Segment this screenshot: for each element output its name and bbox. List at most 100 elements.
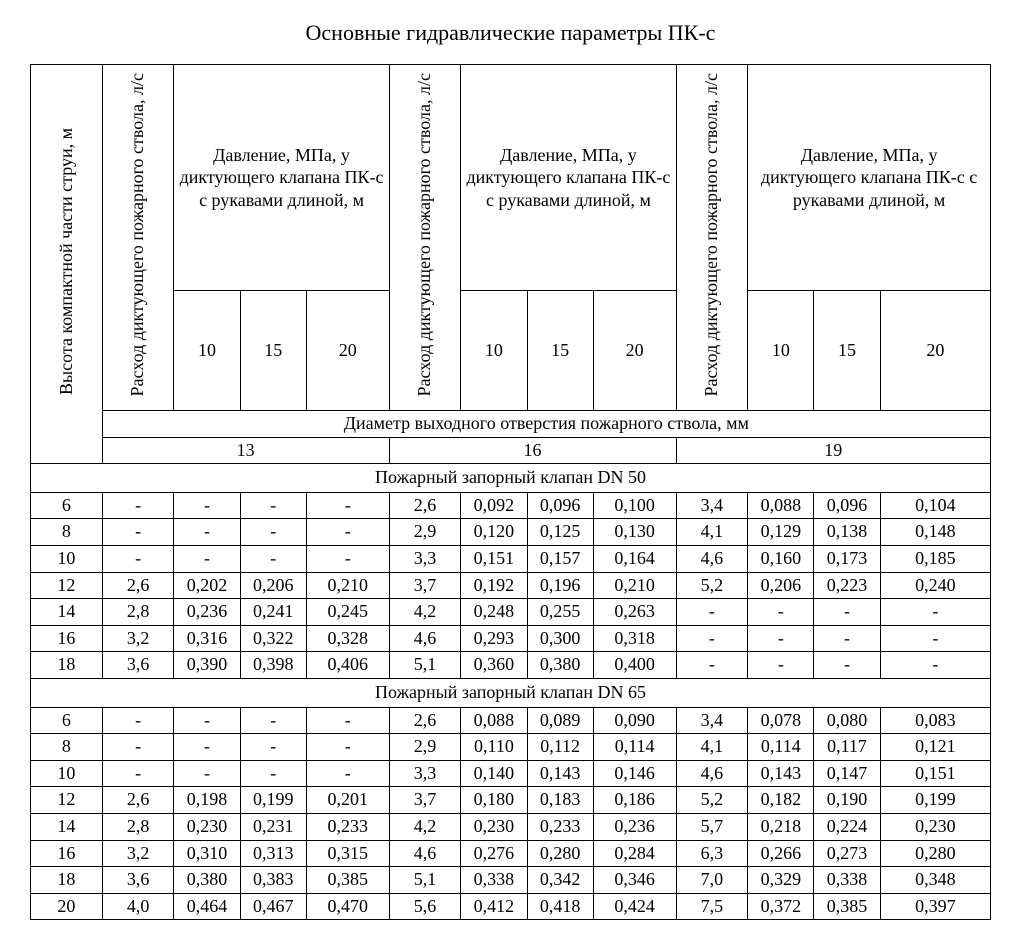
cell: 4,6 (676, 546, 748, 573)
col-header-pressure-1: Давление, МПа, у диктующего клапана ПК-с… (174, 65, 389, 291)
cell: 0,346 (593, 867, 676, 894)
cell: 0,183 (527, 787, 593, 814)
cell: 4,6 (676, 760, 748, 787)
cell: 6 (31, 707, 103, 734)
cell: 0,092 (461, 492, 527, 519)
cell: 0,130 (593, 519, 676, 546)
cell: 0,280 (527, 840, 593, 867)
cell: - (814, 625, 880, 652)
cell: 0,380 (527, 652, 593, 679)
col-len20-1: 20 (306, 291, 389, 411)
cell: 20 (31, 893, 103, 920)
cell: - (102, 734, 174, 761)
cell: - (102, 519, 174, 546)
cell: 0,210 (593, 572, 676, 599)
cell: 0,322 (240, 625, 306, 652)
table-row: 183,60,3900,3980,4065,10,3600,3800,400--… (31, 652, 991, 679)
cell: 0,266 (748, 840, 814, 867)
cell: 0,300 (527, 625, 593, 652)
col-len10-1: 10 (174, 291, 240, 411)
cell: 0,470 (306, 893, 389, 920)
cell: - (240, 734, 306, 761)
cell: 0,088 (748, 492, 814, 519)
cell: 0,129 (748, 519, 814, 546)
cell: 0,089 (527, 707, 593, 734)
cell: - (880, 599, 990, 626)
cell: - (880, 652, 990, 679)
cell: 0,201 (306, 787, 389, 814)
col-header-flow-2: Расход диктующего пожарного ствола, л/с (389, 65, 461, 411)
cell: 0,400 (593, 652, 676, 679)
cell: - (306, 707, 389, 734)
cell: 14 (31, 599, 103, 626)
cell: 3,2 (102, 625, 174, 652)
cell: 14 (31, 813, 103, 840)
cell: 0,412 (461, 893, 527, 920)
cell: 0,202 (174, 572, 240, 599)
cell: 5,2 (676, 572, 748, 599)
cell: 0,230 (174, 813, 240, 840)
cell: 18 (31, 867, 103, 894)
cell: 0,210 (306, 572, 389, 599)
col-len15-2: 15 (527, 291, 593, 411)
cell: 0,199 (880, 787, 990, 814)
cell: 4,2 (389, 813, 461, 840)
cell: 0,276 (461, 840, 527, 867)
cell: - (306, 492, 389, 519)
cell: 0,157 (527, 546, 593, 573)
cell: 3,3 (389, 546, 461, 573)
cell: 0,096 (814, 492, 880, 519)
cell: 7,0 (676, 867, 748, 894)
col-len15-1: 15 (240, 291, 306, 411)
cell: - (748, 599, 814, 626)
cell: 0,198 (174, 787, 240, 814)
table-row: 204,00,4640,4670,4705,60,4120,4180,4247,… (31, 893, 991, 920)
col-len10-3: 10 (748, 291, 814, 411)
cell: 0,096 (527, 492, 593, 519)
cell: - (102, 707, 174, 734)
cell: - (240, 546, 306, 573)
cell: 0,112 (527, 734, 593, 761)
cell: 0,143 (527, 760, 593, 787)
table-row: 6----2,60,0880,0890,0903,40,0780,0800,08… (31, 707, 991, 734)
cell: 3,7 (389, 572, 461, 599)
cell: 0,151 (461, 546, 527, 573)
cell: 0,090 (593, 707, 676, 734)
table-row: 122,60,1980,1990,2013,70,1800,1830,1865,… (31, 787, 991, 814)
cell: 0,190 (814, 787, 880, 814)
cell: 0,146 (593, 760, 676, 787)
cell: - (676, 599, 748, 626)
cell: 0,117 (814, 734, 880, 761)
cell: 2,6 (102, 572, 174, 599)
cell: 0,160 (748, 546, 814, 573)
cell: 0,424 (593, 893, 676, 920)
cell: 0,230 (880, 813, 990, 840)
cell: 3,2 (102, 840, 174, 867)
cell: 0,088 (461, 707, 527, 734)
cell: 4,1 (676, 734, 748, 761)
page-title: Основные гидравлические параметры ПК-с (30, 20, 991, 46)
cell: 0,121 (880, 734, 990, 761)
cell: 0,218 (748, 813, 814, 840)
cell: 5,2 (676, 787, 748, 814)
cell: 0,206 (748, 572, 814, 599)
cell: - (814, 652, 880, 679)
cell: - (306, 519, 389, 546)
cell: 0,342 (527, 867, 593, 894)
cell: 0,397 (880, 893, 990, 920)
cell: 0,230 (461, 813, 527, 840)
cell: 0,114 (593, 734, 676, 761)
cell: 5,6 (389, 893, 461, 920)
hydraulic-table: Высота компактной части струи, м Расход … (30, 64, 991, 920)
cell: - (880, 625, 990, 652)
cell: 4,1 (676, 519, 748, 546)
cell: 0,110 (461, 734, 527, 761)
cell: 0,078 (748, 707, 814, 734)
cell: - (240, 492, 306, 519)
cell: 0,083 (880, 707, 990, 734)
cell: 0,236 (174, 599, 240, 626)
cell: - (306, 760, 389, 787)
cell: 0,372 (748, 893, 814, 920)
col-header-height: Высота компактной части струи, м (31, 65, 103, 464)
col-len20-2: 20 (593, 291, 676, 411)
